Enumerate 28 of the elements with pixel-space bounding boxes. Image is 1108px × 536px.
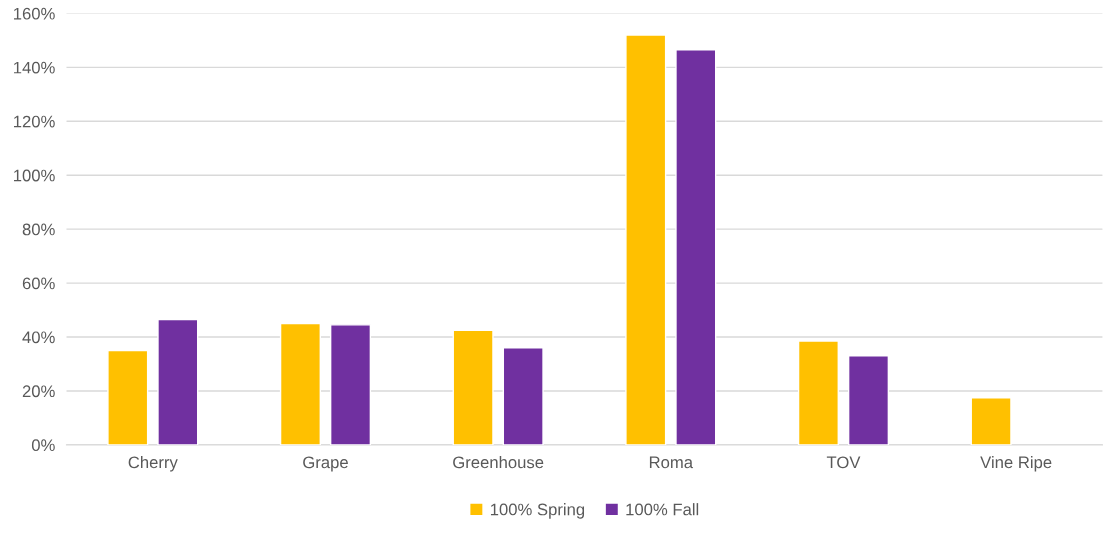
x-tick-label: Grape — [303, 456, 348, 472]
y-tick-label: 80% — [22, 223, 55, 236]
y-tick-label: 20% — [22, 385, 55, 398]
y-tick-label: 160% — [14, 7, 55, 20]
bar — [847, 355, 890, 445]
x-tick-label: TOV — [826, 456, 861, 469]
legend-label: 100% Fall — [626, 503, 699, 516]
y-tick-label: 140% — [14, 61, 55, 74]
y-tick-label: 0% — [31, 439, 55, 452]
bar — [625, 34, 667, 445]
x-tick-label: Cherry — [128, 455, 178, 472]
bar — [970, 396, 1012, 445]
bar — [279, 322, 321, 445]
y-tick-label: 60% — [22, 277, 55, 290]
bar — [107, 349, 149, 445]
legend-label: 100% Spring — [490, 503, 585, 519]
bar — [157, 318, 199, 445]
bar — [797, 340, 839, 445]
bar — [502, 347, 544, 445]
y-tick-label: 120% — [14, 115, 55, 128]
x-tick-label: Roma — [649, 456, 694, 469]
bar — [675, 49, 717, 445]
y-tick-label: 40% — [22, 331, 55, 344]
x-tick-label: Greenhouse — [453, 455, 544, 469]
bar — [329, 324, 372, 445]
y-tick-label: 100% — [14, 169, 55, 182]
bar — [452, 329, 494, 445]
x-tick-label: Vine Ripe — [980, 455, 1052, 472]
